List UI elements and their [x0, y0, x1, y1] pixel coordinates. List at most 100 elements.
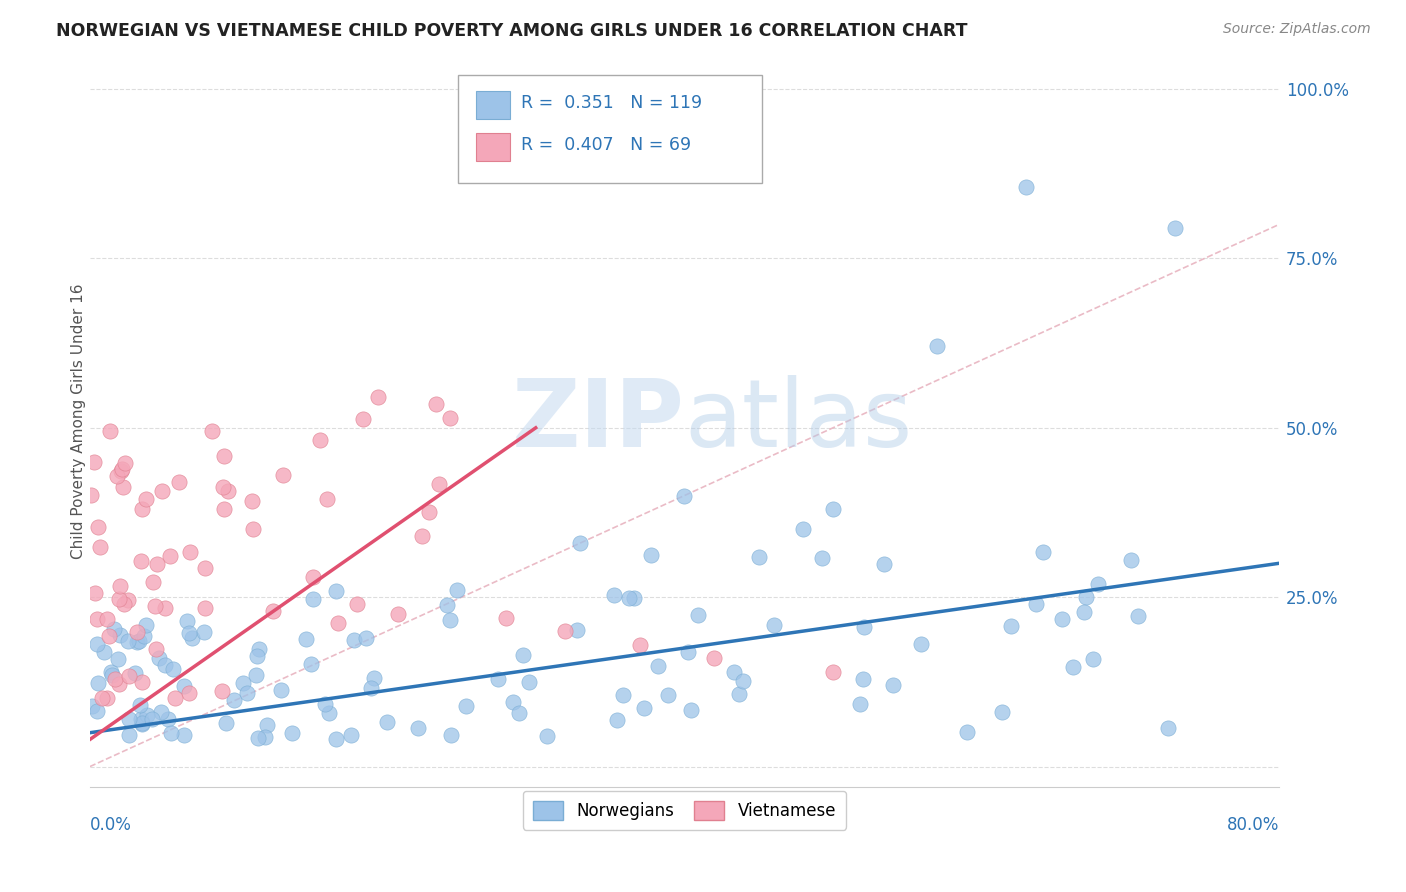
Point	[103, 622, 125, 636]
Point	[247, 642, 270, 657]
Point	[640, 548, 662, 562]
Point	[128, 634, 150, 648]
Point	[235, 686, 257, 700]
Point	[727, 687, 749, 701]
Point	[91, 690, 114, 705]
Point	[212, 480, 235, 494]
Point	[163, 691, 186, 706]
Point	[1157, 721, 1180, 735]
Point	[519, 674, 541, 689]
Point	[86, 705, 108, 719]
Point	[309, 433, 332, 447]
Point	[925, 339, 948, 353]
Point	[129, 554, 152, 568]
Point	[148, 651, 170, 665]
Point	[108, 677, 131, 691]
Point	[131, 674, 153, 689]
Point	[681, 703, 703, 717]
Point	[179, 545, 201, 559]
Point	[167, 475, 190, 489]
Point	[623, 591, 645, 606]
Point	[246, 648, 269, 663]
Point	[135, 708, 157, 723]
Point	[1050, 612, 1073, 626]
Point	[149, 705, 172, 719]
Point	[153, 601, 176, 615]
Point	[111, 480, 134, 494]
Point	[96, 691, 118, 706]
Point	[454, 698, 477, 713]
Point	[153, 658, 176, 673]
Point	[882, 678, 904, 692]
Point	[211, 684, 233, 698]
Point	[89, 540, 111, 554]
Point	[486, 673, 509, 687]
Point	[512, 648, 534, 662]
Point	[104, 673, 127, 687]
Bar	[477, 91, 509, 119]
Point	[325, 584, 347, 599]
Point	[1164, 221, 1187, 235]
Point	[821, 502, 844, 516]
Point	[367, 390, 389, 404]
Point	[792, 523, 814, 537]
Point	[375, 715, 398, 730]
Point	[87, 676, 110, 690]
Point	[1087, 577, 1109, 591]
Point	[215, 716, 238, 731]
Point	[294, 632, 316, 646]
Point	[427, 476, 450, 491]
Point	[1073, 605, 1095, 619]
Point	[1083, 652, 1105, 666]
Point	[723, 665, 745, 679]
Point	[125, 625, 148, 640]
Point	[118, 712, 141, 726]
Point	[193, 624, 215, 639]
Point	[135, 492, 157, 507]
Point	[83, 455, 105, 469]
Point	[112, 598, 135, 612]
Point	[318, 706, 340, 721]
Point	[446, 583, 468, 598]
Point	[135, 617, 157, 632]
Point	[647, 659, 669, 673]
Text: NORWEGIAN VS VIETNAMESE CHILD POVERTY AMONG GIRLS UNDER 16 CORRELATION CHART: NORWEGIAN VS VIETNAMESE CHILD POVERTY AM…	[56, 22, 967, 40]
Point	[1000, 619, 1022, 633]
Point	[326, 615, 349, 630]
Point	[240, 494, 263, 508]
Point	[86, 611, 108, 625]
Point	[114, 456, 136, 470]
Text: ZIP: ZIP	[512, 375, 685, 467]
Point	[340, 728, 363, 742]
Point	[101, 667, 124, 681]
Point	[160, 725, 183, 739]
Point	[628, 638, 651, 652]
Point	[232, 675, 254, 690]
Point	[80, 488, 103, 502]
Point	[852, 672, 875, 686]
Point	[131, 717, 153, 731]
Point	[617, 591, 640, 605]
Point	[1015, 180, 1038, 194]
Point	[1025, 598, 1047, 612]
Point	[508, 706, 530, 721]
Y-axis label: Child Poverty Among Girls Under 16: Child Poverty Among Girls Under 16	[72, 284, 86, 558]
Point	[159, 549, 181, 564]
Point	[343, 633, 366, 648]
Point	[821, 665, 844, 679]
Point	[301, 570, 323, 584]
Point	[98, 629, 121, 643]
Point	[565, 623, 588, 637]
Point	[176, 614, 198, 628]
Point	[93, 645, 115, 659]
Point	[763, 618, 786, 632]
Point	[439, 727, 461, 741]
Point	[173, 679, 195, 693]
Point	[315, 491, 337, 506]
Point	[108, 591, 131, 606]
Point	[83, 585, 105, 599]
Point	[439, 411, 461, 425]
Point	[86, 637, 108, 651]
Text: R =  0.407   N = 69: R = 0.407 N = 69	[522, 136, 692, 154]
Point	[363, 671, 385, 685]
